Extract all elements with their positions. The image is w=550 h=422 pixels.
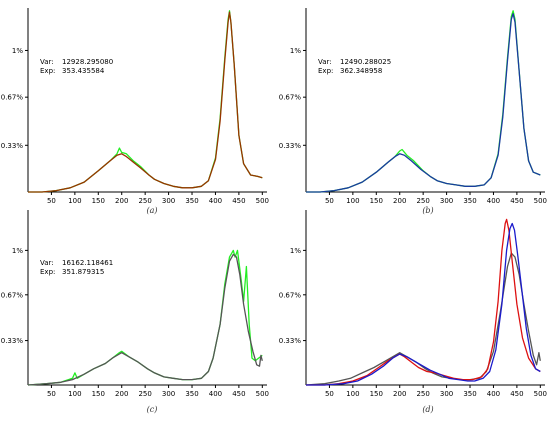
y-tick-label: 1% <box>12 47 23 55</box>
annotation-label: Var: <box>318 58 332 66</box>
y-tick-label: 0.33% <box>279 337 302 345</box>
x-tick-label: 150 <box>370 390 383 398</box>
x-tick-label: 500 <box>534 390 547 398</box>
y-tick-label: 1% <box>290 247 301 255</box>
x-tick-label: 300 <box>440 390 453 398</box>
x-tick-label: 300 <box>162 197 175 205</box>
panel-caption: (c) <box>147 405 158 414</box>
annotation-value: 351.879315 <box>62 268 104 276</box>
panel-caption: (d) <box>422 405 433 414</box>
x-tick-label: 350 <box>463 390 476 398</box>
x-tick-label: 200 <box>115 197 128 205</box>
x-tick-label: 250 <box>138 390 151 398</box>
chart-panel-3: 50 100 150 200 250 300 350 400 450 500 0.33% 0.67% 1… <box>1 210 269 414</box>
x-tick-label: 450 <box>232 197 245 205</box>
x-tick-label: 200 <box>393 390 406 398</box>
y-tick-label: 0.33% <box>1 337 24 345</box>
annotation-label: Var: <box>40 259 54 267</box>
x-tick-label: 100 <box>346 197 359 205</box>
x-tick-label: 400 <box>487 390 500 398</box>
annotation-value: 362.348958 <box>340 67 382 75</box>
x-tick-label: 500 <box>256 197 269 205</box>
x-tick-label: 400 <box>487 197 500 205</box>
x-tick-label: 100 <box>68 390 81 398</box>
panel-caption: (b) <box>422 206 433 215</box>
annotation-label: Exp: <box>40 67 55 75</box>
x-tick-label: 150 <box>370 197 383 205</box>
y-tick-label: 0.67% <box>279 291 302 299</box>
annotation-value: 12928.295080 <box>62 58 113 66</box>
chart-panel-1: 50 100 150 200 250 300 350 400 450 500 0.33% 0.67% 1… <box>1 8 269 215</box>
annotation-value: 353.435584 <box>62 67 105 75</box>
x-tick-label: 50 <box>47 390 56 398</box>
x-tick-label: 100 <box>68 197 81 205</box>
x-tick-label: 300 <box>440 197 453 205</box>
y-tick-label: 0.67% <box>279 94 302 102</box>
annotation-value: 16162.118461 <box>62 259 113 267</box>
x-tick-label: 250 <box>138 197 151 205</box>
x-tick-label: 350 <box>185 390 198 398</box>
y-tick-label: 1% <box>12 247 23 255</box>
x-tick-label: 200 <box>393 197 406 205</box>
y-tick-label: 0.33% <box>1 142 24 150</box>
series-line-1 <box>306 10 541 193</box>
x-tick-label: 450 <box>510 197 523 205</box>
x-tick-label: 400 <box>209 390 222 398</box>
panel-caption: (a) <box>146 206 157 215</box>
x-tick-label: 500 <box>534 197 547 205</box>
annotation-value: 12490.288025 <box>340 58 391 66</box>
y-tick-label: 0.33% <box>279 142 302 150</box>
y-tick-label: 0.67% <box>1 291 24 299</box>
x-tick-label: 250 <box>416 197 429 205</box>
x-tick-label: 400 <box>209 197 222 205</box>
x-tick-label: 50 <box>325 390 334 398</box>
chart-panel-4: 50 100 150 200 250 300 350 400 450 500 0.33% 0.67% 1… <box>279 210 547 414</box>
x-tick-label: 150 <box>92 197 105 205</box>
x-tick-label: 100 <box>346 390 359 398</box>
x-tick-label: 350 <box>185 197 198 205</box>
x-tick-label: 500 <box>256 390 269 398</box>
series-line-3 <box>306 222 541 386</box>
annotation-label: Exp: <box>318 67 333 75</box>
x-tick-label: 50 <box>47 197 56 205</box>
x-tick-label: 450 <box>232 390 245 398</box>
y-tick-label: 1% <box>290 47 301 55</box>
x-tick-label: 200 <box>115 390 128 398</box>
x-tick-label: 50 <box>325 197 334 205</box>
x-tick-label: 350 <box>463 197 476 205</box>
y-tick-label: 0.67% <box>1 94 24 102</box>
series-line-2 <box>28 11 263 193</box>
annotation-label: Exp: <box>40 268 55 276</box>
x-tick-label: 150 <box>92 390 105 398</box>
series-line-2 <box>306 218 541 386</box>
x-tick-label: 450 <box>510 390 523 398</box>
annotation-label: Var: <box>40 58 54 66</box>
x-tick-label: 250 <box>416 390 429 398</box>
series-line-2 <box>27 253 263 386</box>
chart-panel-2: 50 100 150 200 250 300 350 400 450 500 0.33% 0.67% 1… <box>279 8 547 215</box>
x-tick-label: 300 <box>162 390 175 398</box>
series-line-2 <box>306 13 541 193</box>
